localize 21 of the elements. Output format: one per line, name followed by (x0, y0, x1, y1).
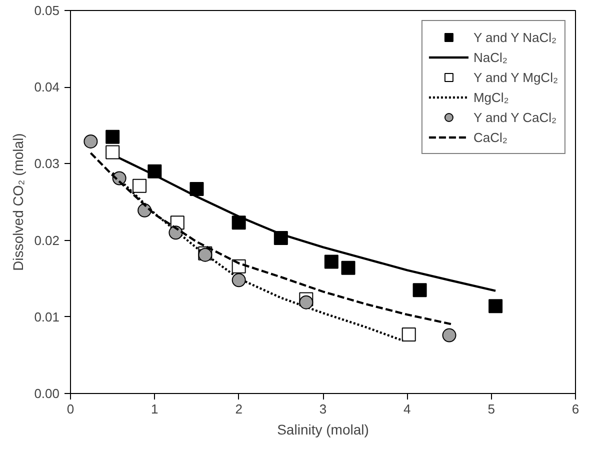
legend-label: MgCl₂ (473, 90, 509, 104)
x-axis-title: Salinity (molal) (277, 422, 369, 438)
legend-label: Y and Y NaCl₂ (473, 30, 557, 44)
x-tick-label: 5 (488, 402, 495, 416)
y-tick-label: 0.00 (34, 386, 60, 401)
x-tick-label: 6 (572, 402, 580, 416)
legend-label: NaCl₂ (473, 50, 508, 64)
x-tick-label: 1 (151, 402, 158, 416)
legend-label: Y and Y CaCl₂ (473, 110, 557, 124)
x-tick-label: 4 (404, 402, 411, 416)
y-tick-label: 0.03 (34, 156, 60, 172)
y-tick-label: 0.05 (34, 3, 60, 18)
y-tick-label: 0.02 (34, 232, 60, 248)
y-tick-label: 0.01 (34, 309, 60, 324)
x-tick-label: 0 (66, 402, 74, 416)
x-tick-label: 2 (235, 402, 242, 416)
legend-label: CaCl₂ (473, 130, 508, 144)
y-axis-title: Dissolved CO₂ (molal) (10, 133, 26, 271)
legend-label: Y and Y MgCl₂ (473, 70, 558, 84)
y-tick-label: 0.04 (34, 80, 60, 95)
x-tick-label: 3 (319, 402, 327, 416)
